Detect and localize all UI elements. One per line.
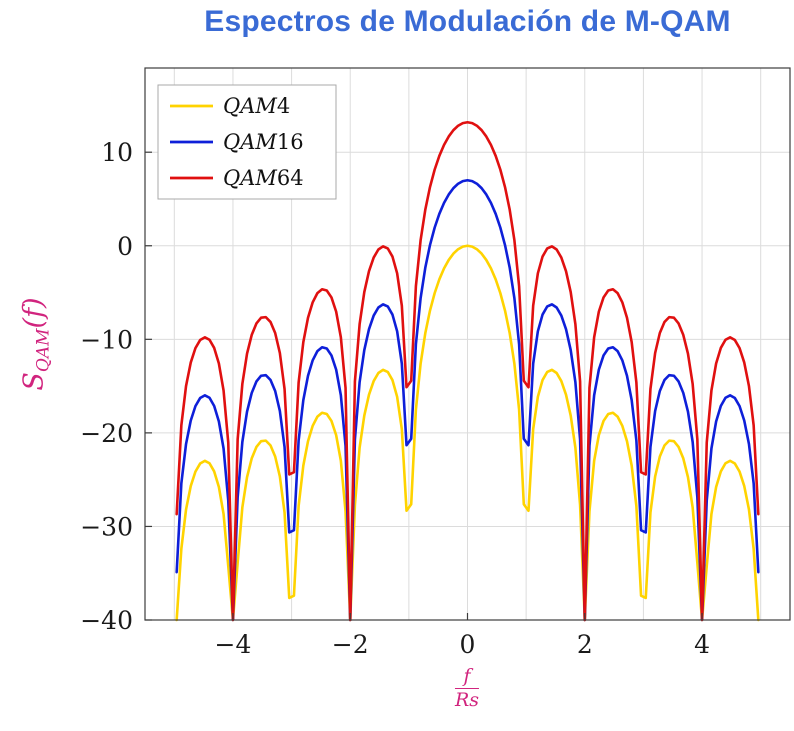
y-tick-label: −10 [80,325,133,354]
y-tick-label: −20 [80,419,133,448]
series-line-qam64 [175,120,760,622]
legend-box [157,84,337,200]
y-tick-label: −40 [80,606,133,635]
x-axis-label: f Rs [454,666,480,711]
y-axis-label: SQAM(f) [18,297,53,390]
ylabel-base: S [18,372,50,391]
y-tick-label: −30 [80,512,133,541]
legend-label-qam4: QAM4 [223,94,290,118]
x-tick-label: 0 [460,630,476,659]
xlabel-numerator: f [454,666,480,689]
chart-title: Espectros de Modulación de M-QAM [204,5,731,38]
y-tick-label: 10 [101,138,133,167]
y-tick-label: 0 [117,232,133,261]
ylabel-suffix: (f) [18,297,50,329]
series-line-qam16 [175,178,760,622]
series-line-qam4 [175,244,760,622]
legend-label-qam64: QAM64 [223,166,304,190]
x-tick-label: 4 [694,630,710,659]
xlabel-denominator: Rs [454,688,480,711]
ylabel-subscript: QAM [33,328,54,373]
x-tick-label: −4 [215,630,252,659]
legend-label-qam16: QAM16 [223,130,304,154]
x-tick-label: 2 [577,630,593,659]
x-tick-label: −2 [332,630,369,659]
